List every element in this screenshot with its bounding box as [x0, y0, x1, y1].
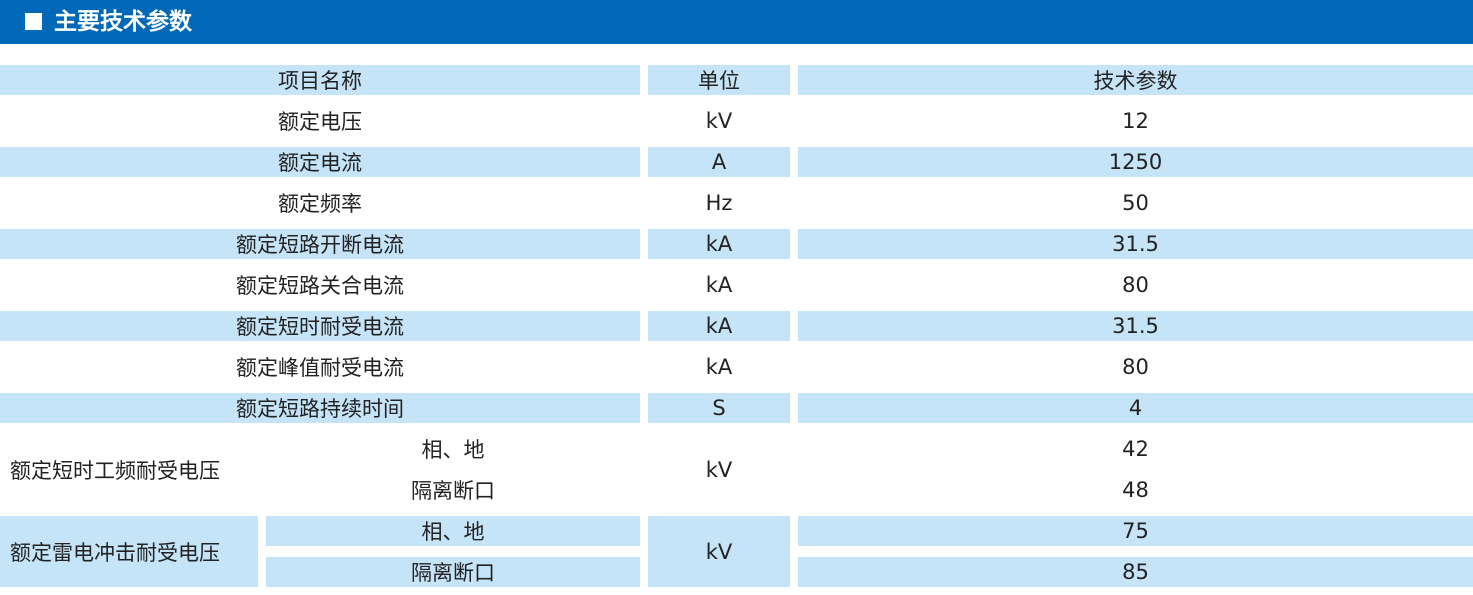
- column-header: 项目名称: [0, 65, 640, 95]
- value: 31.5: [798, 229, 1473, 259]
- unit: kV: [648, 106, 790, 136]
- item-name: 额定短时耐受电流: [0, 311, 640, 341]
- unit: kA: [648, 311, 790, 341]
- item-name: 额定频率: [0, 188, 640, 218]
- item-name: 额定短路开断电流: [0, 229, 640, 259]
- header-icon: [25, 13, 42, 30]
- sub-item-name: 隔离断口: [266, 475, 640, 505]
- sub-item-name: 相、地: [266, 516, 640, 546]
- value: 12: [798, 106, 1473, 136]
- value: 80: [798, 352, 1473, 382]
- unit: kA: [648, 229, 790, 259]
- value: 80: [798, 270, 1473, 300]
- header-title: 主要技术参数: [54, 9, 192, 35]
- sub-item-name: 隔离断口: [266, 557, 640, 587]
- unit: Hz: [648, 188, 790, 218]
- item-name: 额定电压: [0, 106, 640, 136]
- unit: kV: [648, 516, 790, 587]
- item-name: 额定短路持续时间: [0, 393, 640, 423]
- value: 42: [798, 434, 1473, 464]
- column-header: 技术参数: [798, 65, 1473, 95]
- value: 4: [798, 393, 1473, 423]
- unit: kA: [648, 270, 790, 300]
- unit: A: [648, 147, 790, 177]
- column-header: 单位: [648, 65, 790, 95]
- value: 85: [798, 557, 1473, 587]
- group-name: 额定短时工频耐受电压: [0, 434, 258, 505]
- group-name: 额定雷电冲击耐受电压: [0, 516, 258, 587]
- value: 75: [798, 516, 1473, 546]
- unit: kA: [648, 352, 790, 382]
- unit: kV: [648, 434, 790, 505]
- sub-item-name: 相、地: [266, 434, 640, 464]
- value: 31.5: [798, 311, 1473, 341]
- value: 1250: [798, 147, 1473, 177]
- unit: S: [648, 393, 790, 423]
- item-name: 额定电流: [0, 147, 640, 177]
- value: 48: [798, 475, 1473, 505]
- header-bar: 主要技术参数: [0, 0, 1473, 44]
- value: 50: [798, 188, 1473, 218]
- item-name: 额定峰值耐受电流: [0, 352, 640, 382]
- item-name: 额定短路关合电流: [0, 270, 640, 300]
